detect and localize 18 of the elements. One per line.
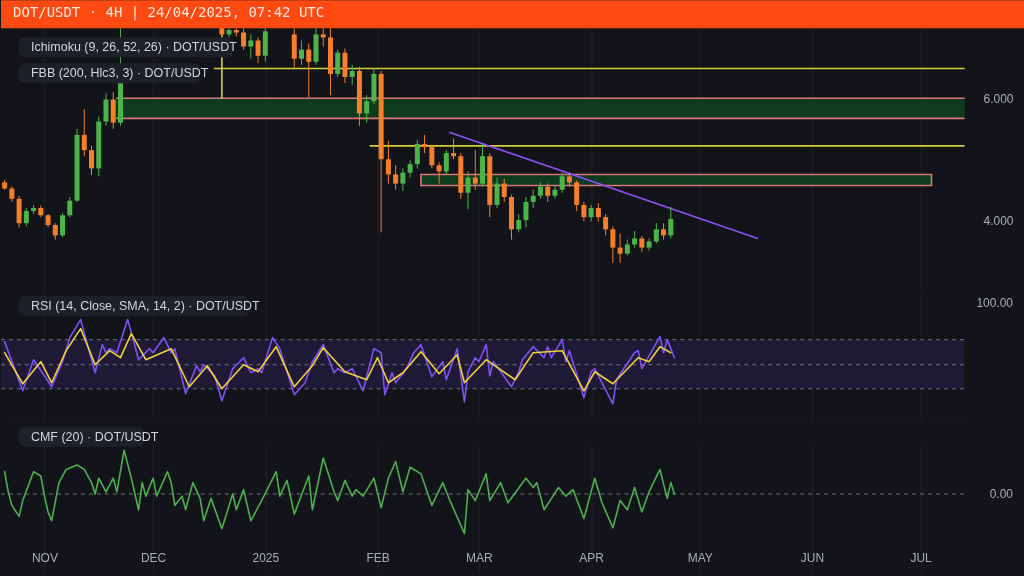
x-tick-label: JUL xyxy=(910,551,933,566)
y-tick-label: 6.000 xyxy=(983,91,1014,106)
chart-title: CMF (20) · DOT/USDT xyxy=(30,429,159,444)
x-tick-label: MAY xyxy=(687,551,713,566)
annotation: FBB (200, Hlc3, 3) · DOT/USDT xyxy=(30,66,209,81)
x-tick-label: JUN xyxy=(800,551,825,566)
text: 100.00 xyxy=(976,295,1014,310)
x-tick-label: NOV xyxy=(31,551,58,566)
x-tick-label: APR xyxy=(579,551,605,566)
ref-line-label: 0.00 xyxy=(989,486,1014,501)
x-tick-label: 2025 xyxy=(252,551,280,566)
chart-title: RSI (14, Close, SMA, 14, 2) · DOT/USDT xyxy=(30,298,260,313)
y-tick-label: 4.000 xyxy=(983,213,1014,228)
x-tick-label: DEC xyxy=(140,551,167,566)
x-tick-label: MAR xyxy=(466,551,494,566)
annotation: Ichimoku (9, 26, 52, 26) · DOT/USDT xyxy=(30,40,238,55)
x-tick-label: FEB xyxy=(366,551,390,566)
chart-title: DOT/USDT · 4H | 24/04/2025, 07:42 UTC xyxy=(12,4,325,22)
